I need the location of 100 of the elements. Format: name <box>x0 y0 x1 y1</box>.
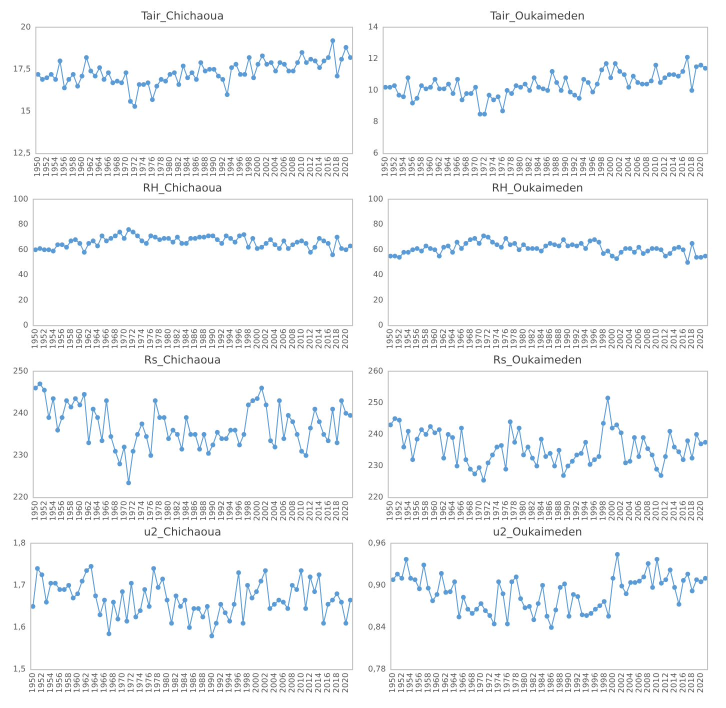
y-tick-label: 260 <box>368 366 384 376</box>
x-tick-label: 1972 <box>480 156 489 177</box>
x-tick-label: 2002 <box>261 328 270 349</box>
x-tick-label: 1972 <box>128 500 138 521</box>
x-tick-label: 1962 <box>84 500 93 521</box>
x-tick-label: 1990 <box>208 328 217 349</box>
x-tick-label: 1972 <box>130 156 139 177</box>
x-tick-label: 1990 <box>209 156 218 177</box>
x-tick-label: 1980 <box>516 156 525 177</box>
x-tick-label: 2006 <box>278 328 288 349</box>
x-tick-label: 1978 <box>510 500 519 521</box>
y-tick-label: 0,78 <box>368 664 386 674</box>
x-tick-label: 2008 <box>642 156 651 177</box>
x-tick-label: 1988 <box>552 156 561 177</box>
x-tick-label: 2010 <box>652 500 661 521</box>
x-tick-label: 2018 <box>687 672 696 693</box>
chart-title: RH_Oukaimeden <box>492 181 584 194</box>
y-tick-label: 40 <box>18 270 28 280</box>
x-tick-label: 1988 <box>200 156 210 177</box>
x-tick-label: 2016 <box>323 156 332 177</box>
x-tick-label: 2008 <box>643 672 652 693</box>
x-tick-label: 2002 <box>616 500 626 521</box>
x-tick-label: 1992 <box>570 156 579 177</box>
x-tick-label: 2006 <box>278 672 288 693</box>
y-tick-label: 230 <box>368 461 384 470</box>
y-tick-label: 20 <box>18 295 28 304</box>
x-tick-label: 1978 <box>510 328 519 349</box>
x-tick-label: 1968 <box>112 156 122 177</box>
x-tick-label: 1984 <box>538 672 547 693</box>
x-tick-label: 1968 <box>467 672 476 693</box>
x-tick-label: 1984 <box>182 156 192 177</box>
chart-title: Tair_Oukaimeden <box>489 9 585 22</box>
x-tick-label: 1956 <box>59 156 68 177</box>
x-tick-label: 1980 <box>164 500 173 521</box>
y-tick-label: 12 <box>368 54 378 63</box>
y-tick-label: 0,90 <box>368 580 386 590</box>
x-tick-label: 2014 <box>314 328 324 349</box>
x-tick-label: 1962 <box>438 328 448 349</box>
x-tick-label: 2006 <box>278 500 288 521</box>
x-tick-label: 1956 <box>412 328 422 349</box>
x-tick-label: 1956 <box>408 156 417 177</box>
x-tick-label: 2020 <box>696 500 705 521</box>
y-tick-label: 14 <box>368 22 378 32</box>
x-tick-label: 1968 <box>462 156 471 177</box>
x-tick-label: 1998 <box>244 156 254 177</box>
y-tick-label: 8 <box>373 117 378 126</box>
y-tick-label: 1,5 <box>12 664 26 674</box>
x-tick-label: 1966 <box>103 156 112 177</box>
x-tick-label: 2020 <box>696 328 705 349</box>
x-tick-label: 1962 <box>86 156 95 177</box>
x-tick-label: 2008 <box>288 328 297 349</box>
x-tick-label: 1960 <box>430 328 439 349</box>
x-tick-label: 1972 <box>126 672 136 693</box>
x-tick-label: 1966 <box>100 672 109 693</box>
y-tick-label: 40 <box>373 270 384 280</box>
y-tick-label: 0,84 <box>368 622 386 632</box>
x-tick-label: 1984 <box>181 328 190 349</box>
x-tick-label: 1974 <box>138 156 148 177</box>
x-tick-label: 1954 <box>398 156 408 177</box>
x-tick-label: 1974 <box>492 328 501 349</box>
x-tick-label: 2004 <box>270 328 280 349</box>
y-tick-label: 0 <box>378 320 384 330</box>
x-tick-label: 1960 <box>74 500 84 521</box>
x-tick-label: 1980 <box>164 328 173 349</box>
x-tick-label: 2000 <box>606 156 615 177</box>
x-tick-label: 1954 <box>48 328 58 349</box>
x-tick-label: 1980 <box>162 672 172 693</box>
x-tick-label: 1956 <box>54 672 64 693</box>
x-tick-label: 1972 <box>128 328 138 349</box>
x-tick-label: 1988 <box>199 500 208 521</box>
x-tick-label: 1970 <box>476 672 486 693</box>
x-tick-label: 1986 <box>191 156 200 177</box>
x-tick-label: 1962 <box>438 500 448 521</box>
y-tick-label: 0,96 <box>368 538 386 548</box>
chart-title: RH_Chichaoua <box>142 181 222 194</box>
x-tick-label: 1996 <box>234 500 244 521</box>
x-tick-label: 2006 <box>279 156 288 177</box>
x-tick-label: 1984 <box>181 500 190 521</box>
x-tick-label: 1952 <box>36 672 46 693</box>
x-tick-label: 1954 <box>406 672 415 693</box>
x-tick-label: 1950 <box>28 672 38 693</box>
x-tick-label: 1964 <box>94 156 104 177</box>
x-tick-label: 1964 <box>90 672 100 693</box>
y-tick-label: 220 <box>12 492 28 502</box>
x-tick-label: 2012 <box>660 500 670 521</box>
x-tick-label: 1996 <box>590 328 599 349</box>
x-tick-label: 1966 <box>456 328 466 349</box>
x-tick-label: 2008 <box>288 156 298 177</box>
x-tick-label: 2014 <box>668 156 678 177</box>
x-tick-label: 1992 <box>218 156 227 177</box>
x-tick-label: 1988 <box>554 328 564 349</box>
x-tick-label: 2014 <box>669 500 678 521</box>
chart-title: Rs_Oukaimeden <box>493 353 582 366</box>
x-tick-label: 1960 <box>77 156 86 177</box>
x-tick-label: 1998 <box>242 672 252 693</box>
y-tick-label: 15 <box>20 106 31 116</box>
y-tick-label: 100 <box>368 194 384 204</box>
y-tick-label: 10 <box>368 86 378 94</box>
x-tick-label: 2002 <box>261 500 270 521</box>
x-tick-label: 2014 <box>314 500 324 521</box>
